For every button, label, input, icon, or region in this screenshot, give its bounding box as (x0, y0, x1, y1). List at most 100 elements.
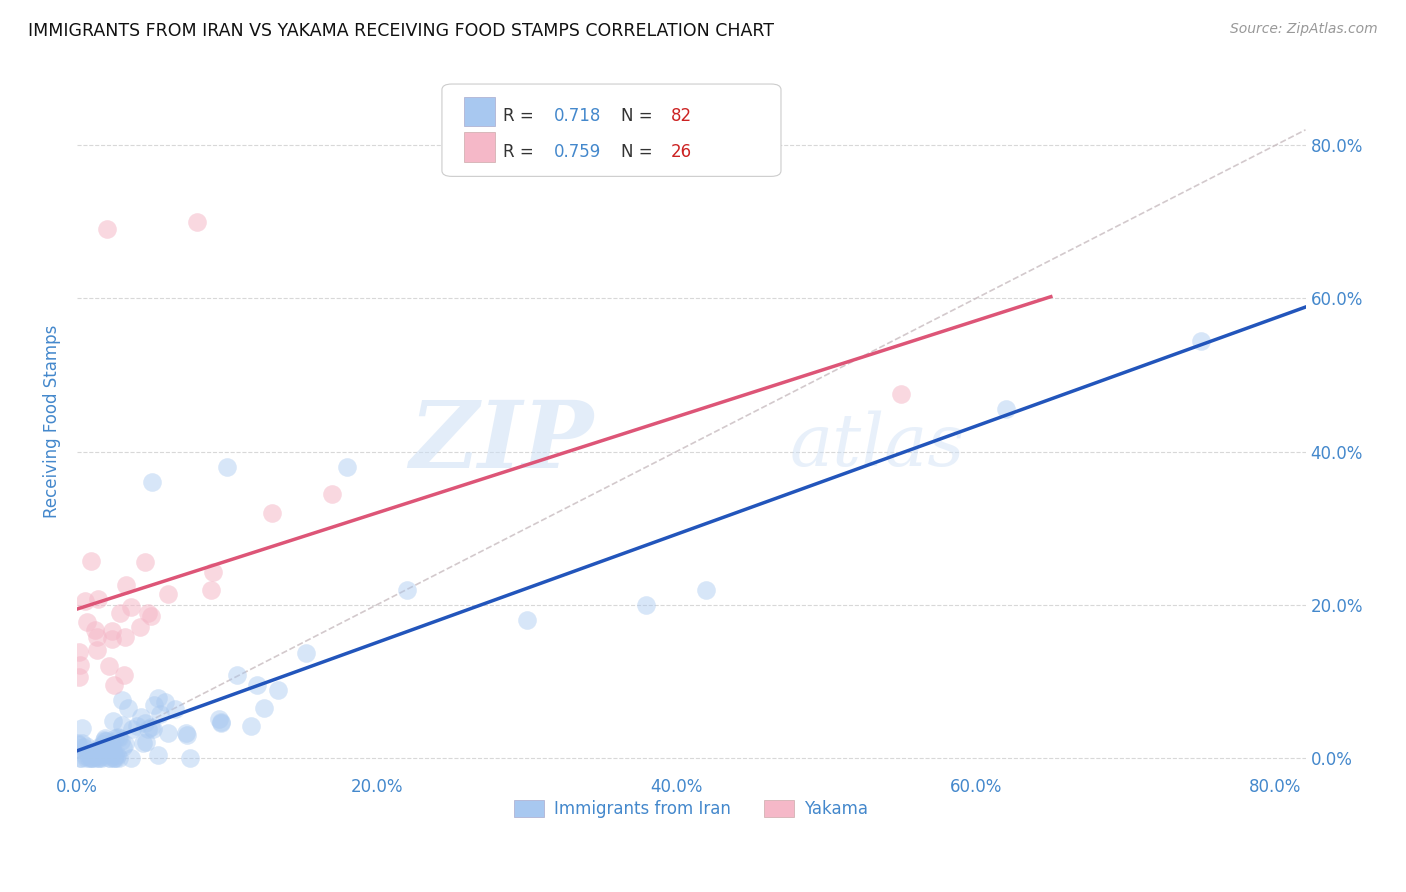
Point (75, 739, 97, 753)
Point (103, 751, 125, 765)
Point (174, 725, 197, 739)
Point (98, 740, 121, 755)
Point (994, 402, 1017, 417)
Point (98, 747, 121, 762)
Point (80, 554, 103, 568)
Point (115, 578, 138, 592)
Point (89, 740, 111, 755)
Point (93, 732, 115, 747)
Y-axis label: Receiving Food Stamps: Receiving Food Stamps (44, 325, 60, 517)
Point (176, 728, 198, 742)
Point (94, 733, 117, 747)
Point (82, 746, 104, 760)
Point (114, 630, 136, 644)
Point (127, 719, 149, 733)
Point (105, 747, 128, 762)
Point (110, 734, 132, 748)
Point (89, 739, 111, 754)
Point (294, 646, 316, 660)
Point (103, 745, 125, 759)
Text: 0.718: 0.718 (554, 107, 602, 126)
Point (121, 723, 143, 737)
Point (201, 566, 224, 580)
Legend: Immigrants from Iran, Yakama: Immigrants from Iran, Yakama (508, 794, 875, 825)
Point (86, 643, 108, 657)
Point (260, 506, 283, 520)
Point (209, 716, 232, 731)
Point (108, 606, 131, 620)
Point (239, 719, 262, 733)
Point (208, 712, 231, 726)
Point (117, 701, 139, 715)
Point (82, 751, 104, 765)
Point (90, 748, 112, 763)
Point (86, 630, 108, 644)
Text: R =: R = (503, 143, 540, 161)
Point (153, 695, 176, 709)
FancyBboxPatch shape (464, 96, 495, 127)
Text: R =: R = (503, 107, 540, 126)
Point (66, 736, 89, 750)
Point (91, 737, 114, 751)
Point (104, 747, 127, 762)
Point (107, 731, 129, 745)
Point (104, 731, 127, 746)
Point (84, 624, 107, 638)
Point (695, 582, 717, 597)
Point (200, 582, 222, 597)
FancyBboxPatch shape (464, 132, 495, 161)
Point (148, 747, 170, 762)
Point (70, 751, 93, 765)
Point (69, 751, 91, 765)
Point (395, 582, 418, 597)
Text: atlas: atlas (790, 410, 965, 481)
FancyBboxPatch shape (441, 84, 780, 177)
Point (87, 751, 110, 765)
Point (86, 748, 108, 763)
Point (94, 731, 117, 745)
Text: IMMIGRANTS FROM IRAN VS YAKAMA RECEIVING FOOD STAMPS CORRELATION CHART: IMMIGRANTS FROM IRAN VS YAKAMA RECEIVING… (28, 22, 775, 40)
Point (252, 701, 274, 715)
Point (75, 751, 97, 765)
Point (128, 620, 150, 634)
Point (134, 555, 156, 569)
Point (69, 657, 91, 672)
Point (120, 600, 142, 615)
Point (91, 751, 114, 765)
Point (129, 709, 152, 723)
Point (179, 751, 201, 765)
Point (112, 668, 135, 682)
Point (101, 714, 124, 729)
Point (98, 742, 121, 756)
Point (70, 735, 93, 749)
Point (1189, 334, 1212, 348)
Point (226, 668, 249, 682)
Point (107, 751, 129, 765)
Point (134, 715, 156, 730)
Point (120, 751, 142, 765)
Point (111, 718, 134, 732)
Point (103, 678, 125, 692)
Text: 0.759: 0.759 (554, 143, 600, 161)
Point (77, 747, 100, 762)
Point (636, 598, 658, 612)
Text: 26: 26 (671, 143, 692, 161)
Point (98, 659, 121, 673)
Point (80, 751, 103, 765)
Point (86, 751, 108, 765)
Point (84, 748, 107, 763)
Point (94, 734, 117, 748)
Point (215, 459, 238, 474)
Point (89, 751, 111, 765)
Point (186, 215, 208, 229)
Text: N =: N = (621, 107, 658, 126)
Point (156, 587, 179, 601)
Point (114, 737, 136, 751)
Point (267, 682, 290, 697)
Point (70, 721, 93, 735)
Point (246, 678, 269, 692)
Point (209, 714, 232, 729)
Point (132, 736, 155, 750)
Point (72, 739, 94, 754)
Point (110, 693, 132, 707)
